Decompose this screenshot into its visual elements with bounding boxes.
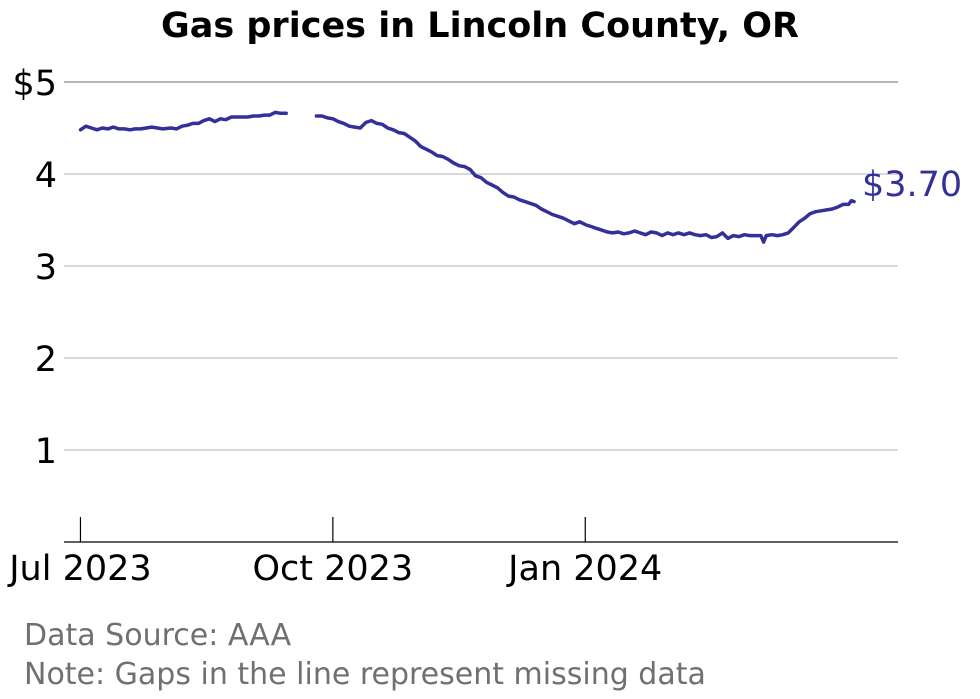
x-tick-label: Jan 2024 — [506, 549, 662, 589]
price-line-segment-1 — [78, 110, 288, 132]
y-tick-label: 4 — [35, 156, 57, 196]
x-tick-label: Oct 2023 — [252, 549, 413, 589]
y-tick-label: $5 — [12, 64, 57, 104]
y-tick-label: 2 — [35, 340, 57, 380]
x-tick-label: Jul 2023 — [7, 549, 151, 589]
chart-title: Gas prices in Lincoln County, OR — [161, 6, 799, 46]
price-series — [78, 110, 856, 244]
y-tick-label: 1 — [35, 432, 57, 472]
y-tick-label: 3 — [35, 248, 57, 288]
latest-price-label: $3.70 — [862, 165, 962, 205]
x-ticks: Jul 2023 Oct 2023 Jan 2024 — [7, 517, 662, 589]
gridlines — [64, 81, 898, 451]
y-tick-labels: $5 4 3 2 1 — [12, 64, 57, 472]
missing-data-note: Note: Gaps in the line represent missing… — [24, 657, 706, 692]
price-line-segment-2 — [314, 114, 856, 244]
data-source-note: Data Source: AAA — [24, 618, 292, 653]
